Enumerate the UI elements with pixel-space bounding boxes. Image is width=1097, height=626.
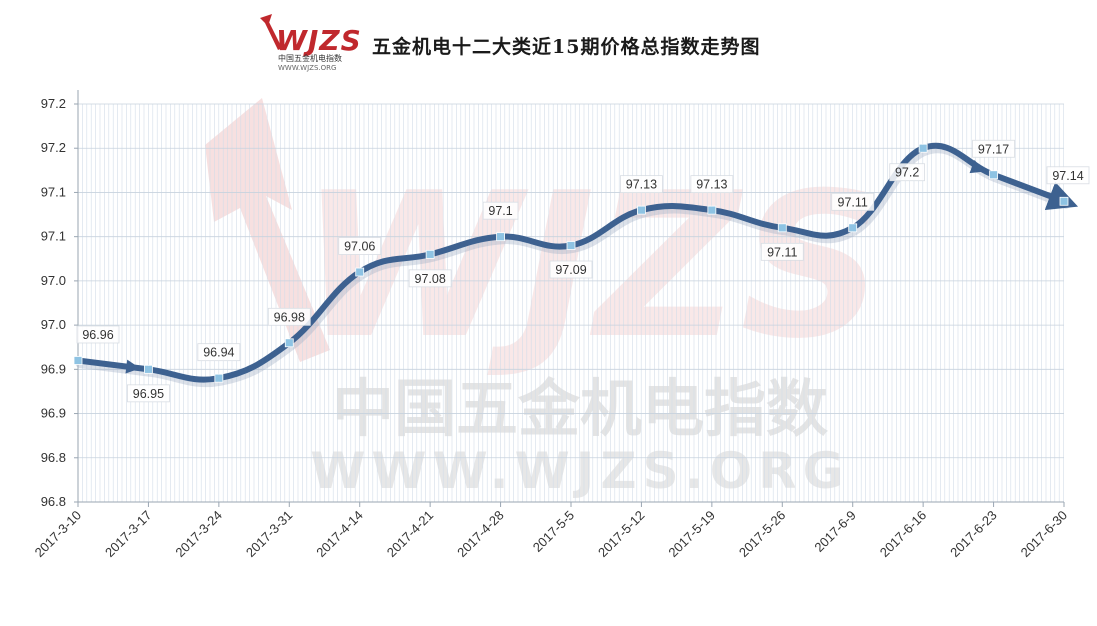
data-label: 97.06 (344, 240, 375, 254)
data-label-box (690, 175, 734, 194)
data-label-box (620, 175, 663, 194)
x-tick-label: 2017-3-24 (172, 508, 225, 561)
data-point-marker (73, 356, 83, 365)
y-tick-label: 97.1 (41, 229, 66, 244)
logo-arrow-icon (260, 14, 282, 50)
data-label: 96.94 (203, 346, 234, 360)
series-arrow-icon (969, 160, 986, 174)
data-label: 96.95 (133, 387, 164, 401)
data-label: 97.08 (415, 272, 446, 286)
data-label: 97.17 (978, 142, 1009, 156)
x-tick-label: 2017-6-30 (1018, 508, 1071, 561)
y-tick-label: 96.8 (41, 494, 66, 509)
data-label: 97.14 (1052, 169, 1083, 183)
data-label: 96.98 (274, 310, 305, 324)
logo-chinese-name: 中国五金机电指数 (278, 54, 342, 63)
data-label-box (549, 260, 593, 279)
data-label-box (197, 343, 241, 362)
x-tick-label: 2017-4-14 (313, 508, 366, 561)
data-label-box (127, 384, 170, 403)
data-label-box (889, 163, 925, 182)
x-tick-label: 2017-5-12 (595, 508, 648, 561)
data-label: 97.1 (488, 204, 512, 218)
data-label-box (408, 269, 452, 288)
data-point-marker (144, 364, 153, 374)
data-label-box (76, 325, 120, 344)
y-tick-label: 97.1 (41, 184, 66, 199)
x-tick-label: 2017-3-17 (102, 508, 155, 561)
x-tick-label: 2017-3-10 (32, 508, 85, 561)
logo-text: WJZS (276, 24, 362, 57)
wjzs-logo: WJZS 中国五金机电指数 WWW.WJZS.ORG (258, 12, 368, 72)
data-point-marker (214, 373, 224, 383)
data-label: 97.11 (838, 195, 868, 209)
x-tick-label: 2017-5-26 (736, 508, 789, 561)
x-tick-label: 2017-3-31 (243, 508, 296, 561)
y-tick-label: 96.9 (41, 361, 66, 376)
x-tick-label: 2017-5-5 (530, 508, 577, 555)
data-point-marker (1059, 196, 1069, 206)
data-point-marker (848, 223, 858, 233)
data-point-marker (425, 249, 435, 259)
data-markers (73, 143, 1069, 383)
data-label-box (760, 242, 804, 261)
data-label: 97.13 (696, 178, 727, 192)
data-label-box (482, 201, 519, 220)
data-labels: 96.96 96.95 96.94 96.98 97.06 97.08 97.1 97.09 9… (76, 139, 1090, 403)
data-point-marker (355, 267, 365, 277)
data-point-marker (637, 205, 646, 215)
x-tick-label: 2017-4-21 (384, 508, 437, 561)
series-arrow-icon (125, 359, 141, 374)
x-tick-label: 2017-6-23 (947, 508, 1000, 561)
data-label-box (1046, 166, 1090, 185)
data-label-box (972, 139, 1015, 158)
watermark-chinese-text: 中国五金机电指数 (332, 372, 828, 445)
data-point-marker (777, 223, 787, 233)
data-point-marker (989, 170, 998, 180)
data-label: 97.2 (895, 166, 919, 180)
data-label-box (267, 307, 311, 326)
data-point-marker (707, 205, 717, 215)
data-label: 97.09 (555, 263, 586, 277)
data-point-marker (918, 143, 928, 153)
data-label-box (831, 192, 875, 211)
data-label: 96.96 (82, 328, 113, 342)
y-tick-label: 97.0 (41, 273, 66, 288)
data-point-marker (496, 232, 505, 242)
data-point-marker (284, 338, 294, 348)
chart-title: 五金机电十二大类近15期价格总指数走势图 (372, 36, 761, 58)
data-label: 97.11 (767, 245, 797, 259)
logo-url: WWW.WJZS.ORG (278, 64, 337, 72)
y-tick-label: 96.9 (41, 406, 66, 421)
data-point-marker (566, 241, 576, 250)
chart-header: WJZS 中国五金机电指数 WWW.WJZS.ORG 五金机电十二大类近15期价… (0, 0, 1097, 78)
x-tick-label: 2017-6-9 (811, 508, 858, 555)
data-label: 97.13 (626, 178, 657, 192)
x-axis-ticks: 2017-3-10 2017-3-17 2017-3-24 2017-3-31 2017… (32, 502, 1071, 561)
x-tick-label: 2017-5-19 (665, 508, 718, 561)
x-tick-label: 2017-4-28 (454, 508, 507, 561)
y-axis-ticks: 96.8 96.8 96.9 96.9 97.0 97.0 97.1 97.1 97.2 97.2 (41, 96, 78, 509)
y-tick-label: 96.8 (41, 450, 66, 465)
y-tick-label: 97.2 (41, 96, 66, 111)
y-tick-label: 97.0 (41, 317, 66, 332)
x-tick-label: 2017-6-16 (877, 508, 930, 561)
y-tick-label: 97.2 (41, 140, 66, 155)
data-label-box (338, 237, 382, 255)
